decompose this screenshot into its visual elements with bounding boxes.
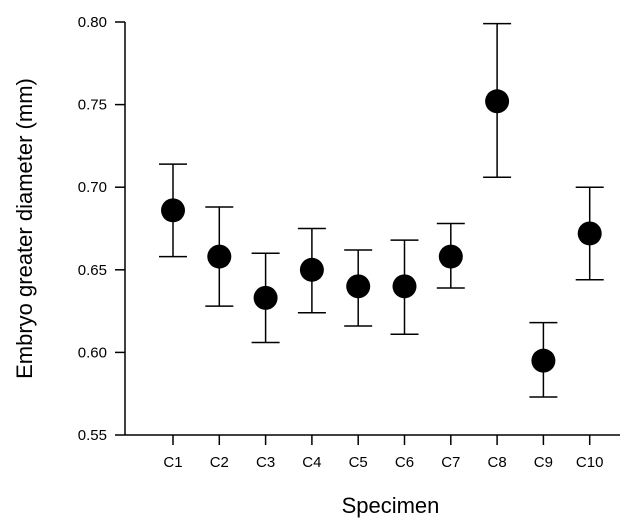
- data-points: [161, 89, 602, 373]
- data-point: [207, 244, 232, 269]
- x-tick-label: C3: [256, 454, 275, 471]
- y-tick-label: 0.60: [78, 344, 107, 361]
- x-tick-label: C8: [488, 454, 507, 471]
- x-tick-label: C6: [395, 454, 414, 471]
- data-point: [253, 285, 278, 310]
- x-axis-title: Specimen: [342, 493, 440, 518]
- x-tick-label: C9: [534, 454, 553, 471]
- data-point: [346, 274, 371, 299]
- y-tick-label: 0.75: [78, 97, 107, 114]
- y-tick-label: 0.65: [78, 262, 107, 279]
- x-tick-label: C5: [349, 454, 368, 471]
- y-tick-label: 0.80: [78, 14, 107, 31]
- x-tick-label: C7: [441, 454, 460, 471]
- x-tick-label: C4: [302, 454, 321, 471]
- data-point: [392, 274, 417, 299]
- error-bars: [159, 22, 604, 398]
- x-tick-label: C2: [210, 454, 229, 471]
- y-ticks: 0.55 0.60 0.65 0.70 0.75 0.80: [78, 14, 125, 444]
- data-point: [161, 198, 185, 223]
- data-point: [299, 257, 324, 282]
- data-point: [485, 89, 510, 114]
- x-tick-label: C10: [576, 454, 604, 471]
- data-point: [531, 348, 556, 373]
- data-point: [438, 244, 463, 269]
- x-tick-label: C1: [163, 454, 182, 471]
- data-point: [577, 221, 602, 246]
- y-axis-title: Embryo greater diameter (mm): [12, 78, 37, 379]
- x-ticks: C1 C2 C3 C4 C5 C6 C7 C8 C9 C10: [163, 435, 603, 471]
- y-tick-label: 0.55: [78, 427, 107, 444]
- axes: [124, 22, 620, 436]
- y-tick-label: 0.70: [78, 179, 107, 196]
